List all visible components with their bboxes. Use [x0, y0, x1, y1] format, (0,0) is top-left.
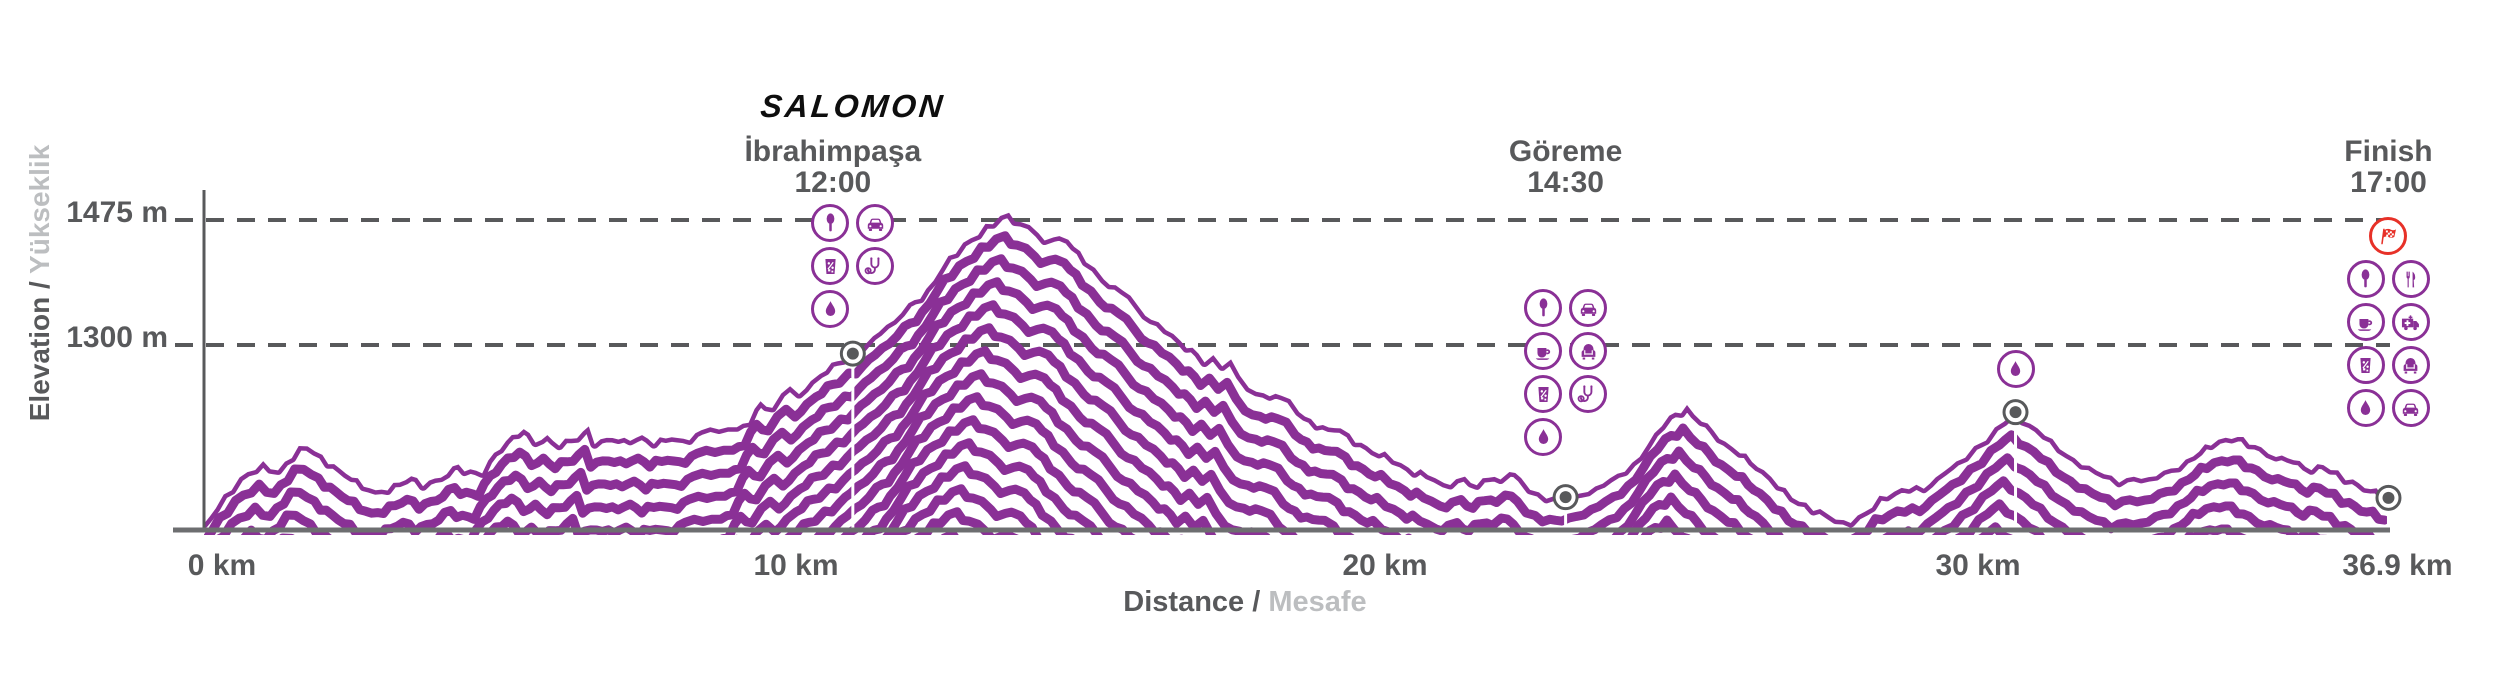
checkpoint-name: İbrahimpaşa: [744, 135, 922, 168]
medical-icon: [1569, 375, 1608, 413]
checkpoint-marker-line: [2386, 505, 2390, 529]
armchair-glyph: [1581, 343, 1595, 360]
x-tick-label: 20 km: [1342, 549, 1428, 582]
x-tick-label: 30 km: [1935, 549, 2021, 582]
checkpoint-marker-line: [1564, 505, 1568, 529]
armchair-icon: [1569, 332, 1608, 370]
armchair-glyph: [2404, 357, 2418, 374]
finish-flag-icon: [2369, 217, 2408, 255]
x-tick-label: 0 km: [187, 549, 257, 582]
x-tick-label: 36.9 km: [2342, 549, 2453, 582]
checkpoint-label: Göreme 14:30: [1396, 136, 1736, 198]
checkpoint-name: Finish: [2344, 135, 2433, 168]
checkpoint-dot: [1559, 491, 1572, 504]
water-icon: [811, 290, 850, 328]
salomon-logo: SALOMON: [758, 88, 948, 124]
water-glyph: [2010, 360, 2021, 376]
medical-glyph: [1577, 384, 1593, 402]
armchair-icon: [2391, 346, 2430, 384]
car-icon: [2391, 389, 2430, 427]
x-axis-title-separator: /: [1244, 586, 1269, 618]
car-icon: [856, 204, 895, 242]
energy-drink-icon: [2346, 346, 2385, 384]
ambulance-icon: [2391, 303, 2430, 341]
spoon-icon: [2346, 260, 2385, 298]
ambulance-glyph: [2402, 314, 2420, 330]
restaurant-glyph: [2407, 271, 2416, 287]
y-tick-label: 1475 m: [66, 196, 168, 229]
terrain-ridgeline-texture: [204, 212, 2390, 535]
coffee-glyph: [1535, 347, 1550, 360]
spoon-icon: [1524, 289, 1563, 327]
water-icon: [1524, 418, 1563, 456]
checkpoint-marker-line: [2014, 420, 2018, 529]
checkpoint-dot: [846, 347, 859, 360]
x-axis-title: Distance / Mesafe: [1045, 586, 1445, 619]
water-glyph: [1538, 428, 1548, 444]
x-tick-label: 10 km: [753, 549, 839, 582]
spoon-glyph: [1539, 297, 1547, 316]
energy-drink-glyph: [2360, 357, 2372, 373]
checkpoint-dot: [2009, 406, 2022, 419]
y-axis-title-primary: Elevation: [24, 296, 55, 422]
checkpoint-time: 12:00: [794, 166, 872, 199]
y-axis-title-separator: /: [24, 273, 55, 297]
restaurant-icon: [2391, 260, 2430, 298]
water-icon: [2346, 389, 2385, 427]
finish-flag-glyph: [2381, 228, 2396, 244]
checkpoint-dot: [2382, 491, 2395, 504]
checkpoint-label: İbrahimpaşa 12:00: [663, 136, 1003, 198]
car-icon: [1569, 289, 1608, 327]
energy-drink-icon: [811, 247, 850, 285]
medical-glyph: [864, 256, 880, 274]
checkpoint-time: 17:00: [2350, 166, 2427, 199]
water-glyph: [2361, 399, 2371, 415]
x-axis-title-primary: Distance: [1123, 586, 1245, 618]
car-glyph: [2403, 403, 2419, 416]
energy-drink-glyph: [1537, 386, 1549, 402]
coffee-glyph: [2358, 318, 2373, 331]
coffee-icon: [2346, 303, 2385, 341]
spoon-glyph: [2362, 268, 2370, 287]
checkpoint-marker-line: [851, 361, 855, 529]
spoon-icon: [811, 204, 850, 242]
x-axis-title-secondary: Mesafe: [1268, 586, 1367, 618]
medical-icon: [856, 247, 895, 285]
car-glyph: [1580, 303, 1596, 316]
checkpoint-time: 14:30: [1527, 166, 1604, 199]
coffee-icon: [1524, 332, 1563, 370]
y-axis-title: Elevation / Yükseklik: [24, 145, 56, 422]
y-tick-label: 1300 m: [66, 321, 168, 354]
energy-drink-glyph: [825, 258, 836, 274]
checkpoint-name: Göreme: [1508, 135, 1623, 168]
spoon-glyph: [826, 212, 835, 231]
checkpoint-label: Finish 17:00: [2218, 136, 2500, 198]
energy-drink-icon: [1524, 375, 1563, 413]
water-glyph: [825, 300, 836, 316]
water-icon: [1996, 350, 2035, 388]
car-glyph: [867, 218, 884, 231]
